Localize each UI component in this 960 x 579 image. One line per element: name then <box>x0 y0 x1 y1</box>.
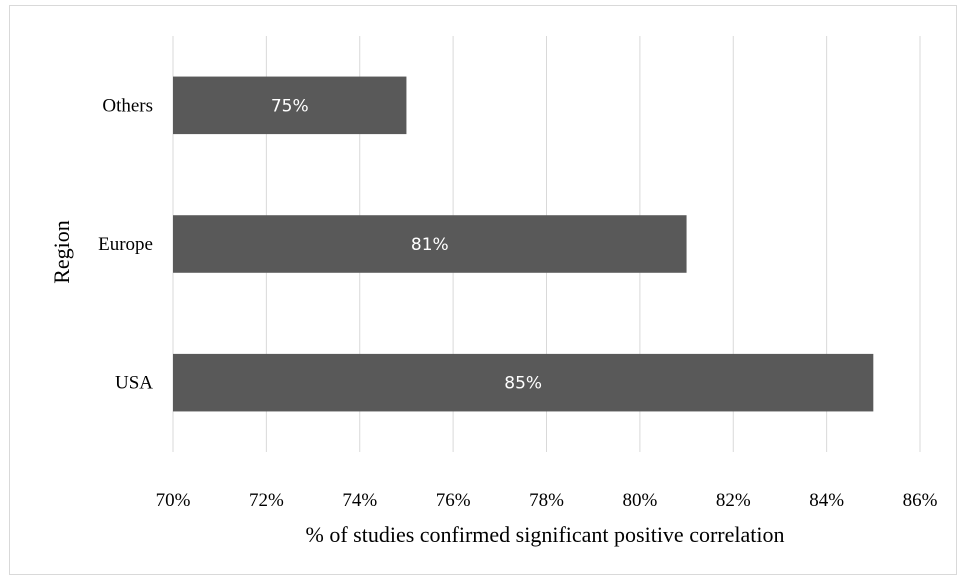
bar-europe <box>173 215 687 273</box>
bars <box>173 76 874 412</box>
x-tick-label-82: 82% <box>716 490 751 511</box>
data-label-usa: 85% <box>504 374 542 394</box>
x-tick-label-76: 76% <box>436 490 471 511</box>
x-tick-label-74: 74% <box>342 490 377 511</box>
data-labels: 85% 81% 75% <box>271 96 542 393</box>
x-tick-label-70: 70% <box>156 490 191 511</box>
y-axis-title: Region <box>49 220 74 284</box>
x-axis-title: % of studies confirmed significant posit… <box>306 522 785 547</box>
data-label-europe: 81% <box>411 235 449 255</box>
bar-usa <box>173 353 874 412</box>
bar-others <box>173 76 407 135</box>
x-tick-label-80: 80% <box>622 490 657 511</box>
x-axis-ticks: 70% 72% 74% 76% 78% 80% 82% 84% 86% <box>156 490 938 511</box>
x-tick-label-84: 84% <box>809 490 844 511</box>
category-label-usa: USA <box>115 373 153 394</box>
x-tick-label-72: 72% <box>249 490 284 511</box>
x-tick-label-86: 86% <box>903 490 938 511</box>
chart-frame <box>9 5 957 575</box>
y-axis-categories: USA Europe Others <box>98 95 153 393</box>
category-label-others: Others <box>102 95 153 116</box>
data-label-others: 75% <box>271 96 309 116</box>
category-label-europe: Europe <box>98 234 153 255</box>
x-tick-label-78: 78% <box>529 490 564 511</box>
